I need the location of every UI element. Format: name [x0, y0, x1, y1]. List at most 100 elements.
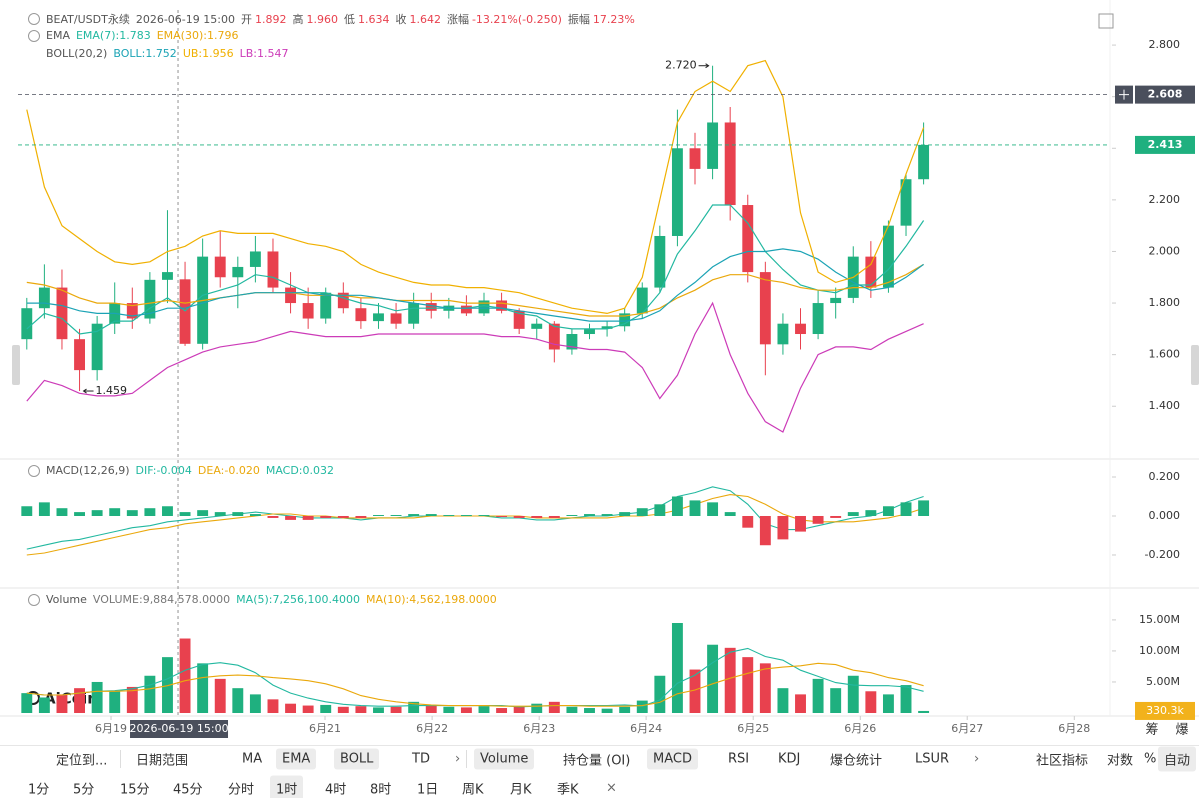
- volume-bar: [847, 675, 859, 713]
- toolbar-item[interactable]: 自动: [1158, 746, 1197, 772]
- volume-ma-line: [26, 662, 924, 707]
- volume-tag-label: 330.3k: [1146, 704, 1184, 717]
- macd-bar: [408, 514, 420, 516]
- macd-bar: [900, 502, 912, 516]
- volume-bar: [548, 701, 560, 713]
- toolbar-item[interactable]: EMA: [276, 748, 317, 770]
- collapse-icon[interactable]: [28, 13, 40, 25]
- legend-entry: MA(5):7,256,100.4000: [236, 593, 360, 606]
- interval-item[interactable]: 8时: [370, 782, 392, 798]
- candle-body: [56, 287, 68, 340]
- candle-body: [408, 303, 420, 324]
- collapse-icon[interactable]: [28, 464, 40, 477]
- price-tag-label: 2.413: [1148, 138, 1183, 151]
- volume-bar: [496, 708, 508, 713]
- legend-entry: LB:1.547: [239, 47, 289, 60]
- macd-bar: [179, 512, 191, 516]
- side-tab[interactable]: 爆: [1175, 723, 1188, 738]
- toolbar-arrow[interactable]: ×: [606, 780, 617, 796]
- indicator-line: [26, 263, 924, 317]
- expand-icon[interactable]: [1098, 13, 1114, 29]
- macd-bar: [847, 512, 859, 516]
- left-scroll-tab[interactable]: [12, 345, 20, 385]
- volume-bar: [197, 663, 209, 713]
- volume-bar: [285, 703, 297, 713]
- legend-row: Volume VOLUME:9,884,578.0000 MA(5):7,256,1…: [28, 593, 497, 606]
- toolbar-item[interactable]: 爆仓统计: [830, 753, 883, 769]
- toolbar-arrow[interactable]: ›: [974, 751, 980, 767]
- interval-item[interactable]: 分时: [228, 782, 255, 798]
- volume-bar: [74, 688, 85, 713]
- volume-bar: [812, 678, 824, 713]
- interval-item[interactable]: 月K: [510, 782, 532, 798]
- toolbar-item[interactable]: 对数: [1107, 753, 1134, 769]
- interval-item[interactable]: 1时: [270, 775, 304, 798]
- toolbar-item[interactable]: 定位到...: [56, 753, 108, 769]
- toolbar-item[interactable]: 日期范围: [136, 753, 189, 769]
- candle-body: [900, 179, 912, 226]
- macd-bar: [232, 512, 244, 516]
- price-tag: [1135, 85, 1195, 104]
- candle-body: [320, 292, 332, 319]
- candle-body: [812, 303, 824, 335]
- candle-body: [671, 148, 683, 236]
- toolbar-arrow[interactable]: ›: [455, 751, 461, 767]
- macd-bar: [21, 506, 33, 516]
- interval-item[interactable]: 15分: [120, 782, 150, 798]
- volume-bar: [830, 688, 842, 713]
- interval-item[interactable]: 周K: [462, 782, 484, 798]
- interval-item[interactable]: 1日: [417, 782, 439, 798]
- field-label: 高: [292, 13, 304, 26]
- candle-body: [162, 272, 173, 280]
- interval-item[interactable]: 季K: [557, 782, 579, 798]
- candle-body: [654, 235, 666, 288]
- indicator-line: [26, 59, 925, 315]
- interval-item[interactable]: 45分: [173, 782, 203, 798]
- field-value: -13.21%(-0.250): [471, 12, 562, 26]
- volume-bar: [355, 706, 367, 713]
- interval-item[interactable]: 5分: [73, 782, 95, 798]
- volume-bar: [91, 681, 103, 713]
- legend-row: EMA EMA(7):1.783 EMA(30):1.796: [28, 29, 238, 42]
- candle-body: [38, 287, 50, 309]
- y-tick-label: 10.00M: [1139, 644, 1180, 657]
- toolbar-item[interactable]: %: [1144, 751, 1157, 767]
- toolbar-item[interactable]: 持仓量 (OI): [563, 753, 631, 769]
- x-tick-label: 6月23: [523, 722, 555, 735]
- collapse-icon[interactable]: [28, 593, 40, 606]
- toolbar-item[interactable]: RSI: [728, 751, 750, 767]
- legend-entry: DIF:-0.004: [135, 464, 192, 477]
- candle-body: [144, 279, 156, 319]
- toolbar-item[interactable]: TD: [412, 751, 430, 767]
- macd-bar: [373, 515, 384, 516]
- candle-body: [584, 328, 595, 335]
- interval-item[interactable]: 4时: [325, 782, 347, 798]
- macd-bar: [197, 510, 209, 516]
- toolbar-item[interactable]: BOLL: [334, 748, 380, 770]
- toolbar-item[interactable]: LSUR: [915, 751, 950, 767]
- volume-bar: [882, 694, 894, 713]
- toolbar-item[interactable]: KDJ: [778, 751, 801, 767]
- x-tick-label: 6月22: [416, 722, 448, 735]
- y-tick-label: 15.00M: [1139, 613, 1180, 626]
- volume-bar: [566, 706, 578, 713]
- toolbar-item[interactable]: 社区指标: [1036, 753, 1089, 769]
- legend-row: MACD(12,26,9) DIF:-0.004 DEA:-0.020 MACD:0.…: [28, 464, 334, 477]
- candle-body: [689, 148, 701, 169]
- interval-item[interactable]: 1分: [28, 782, 50, 798]
- toolbar-item[interactable]: Volume: [474, 748, 535, 770]
- candle-body: [302, 303, 314, 319]
- right-scroll-tab[interactable]: [1191, 345, 1199, 385]
- candle-body: [531, 323, 543, 329]
- toolbar-item[interactable]: MACD: [647, 748, 698, 770]
- macd-bar: [478, 515, 490, 516]
- volume-bar: [513, 706, 525, 713]
- toolbar-item[interactable]: MA: [242, 751, 263, 767]
- collapse-icon[interactable]: [28, 29, 40, 42]
- volume-bar: [38, 697, 50, 713]
- macd-bar: [619, 512, 631, 516]
- volume-tag: [1135, 701, 1195, 720]
- volume-bar: [56, 694, 68, 713]
- side-tab[interactable]: 筹: [1145, 722, 1158, 738]
- macd-bar: [496, 515, 508, 517]
